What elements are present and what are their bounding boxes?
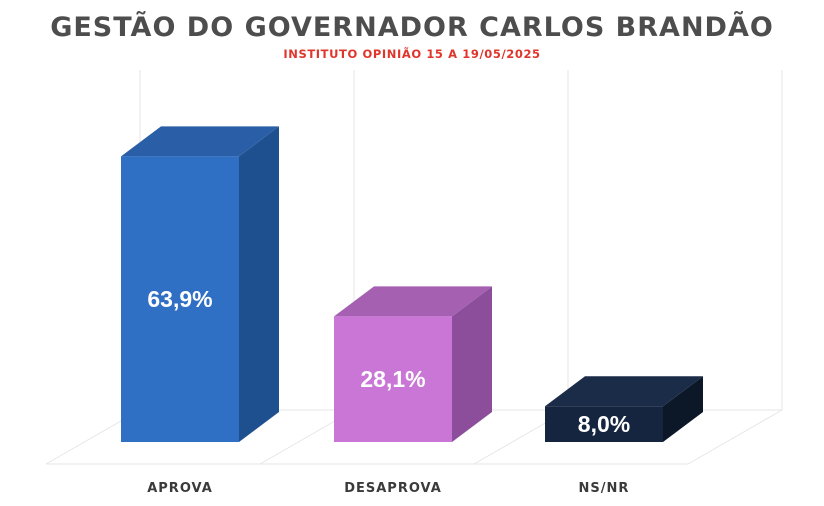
bar-value-label: 63,9%: [147, 286, 212, 312]
bar-side: [452, 286, 492, 442]
bar-side: [663, 376, 703, 442]
bar-value-label: 28,1%: [360, 366, 425, 392]
bar-aprova: [121, 156, 239, 442]
bar-side: [239, 126, 279, 442]
category-label: NS/NR: [579, 481, 630, 496]
category-label: APROVA: [147, 481, 213, 496]
bar-desaprova: [334, 316, 452, 442]
bar-top: [334, 286, 492, 317]
chart-subtitle: INSTITUTO OPINIÃO 15 A 19/05/2025: [283, 47, 541, 61]
bar-top: [545, 376, 703, 407]
bar-nsnr: [545, 406, 663, 442]
category-label: DESAPROVA: [344, 481, 442, 496]
floor-gridline: [687, 409, 783, 465]
bar-top: [121, 126, 279, 157]
bar-value-label: 8,0%: [578, 411, 630, 437]
chart-title: GESTÃO DO GOVERNADOR CARLOS BRANDÃO: [50, 12, 774, 43]
